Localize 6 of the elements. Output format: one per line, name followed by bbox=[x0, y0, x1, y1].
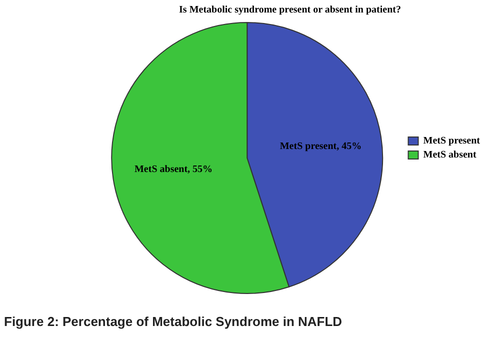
legend-label: MetS present bbox=[423, 136, 481, 147]
legend-label: MetS absent bbox=[423, 150, 477, 161]
data-label: MetS absent, 55% bbox=[134, 164, 213, 176]
caption: Figure 2: Percentage of Metabolic Syndrome in NAFLD bbox=[4, 314, 344, 329]
data-label: MetS present, 45% bbox=[280, 140, 362, 152]
chart-title: Is Metabolic syndrome present or absent in patient? bbox=[179, 4, 401, 16]
